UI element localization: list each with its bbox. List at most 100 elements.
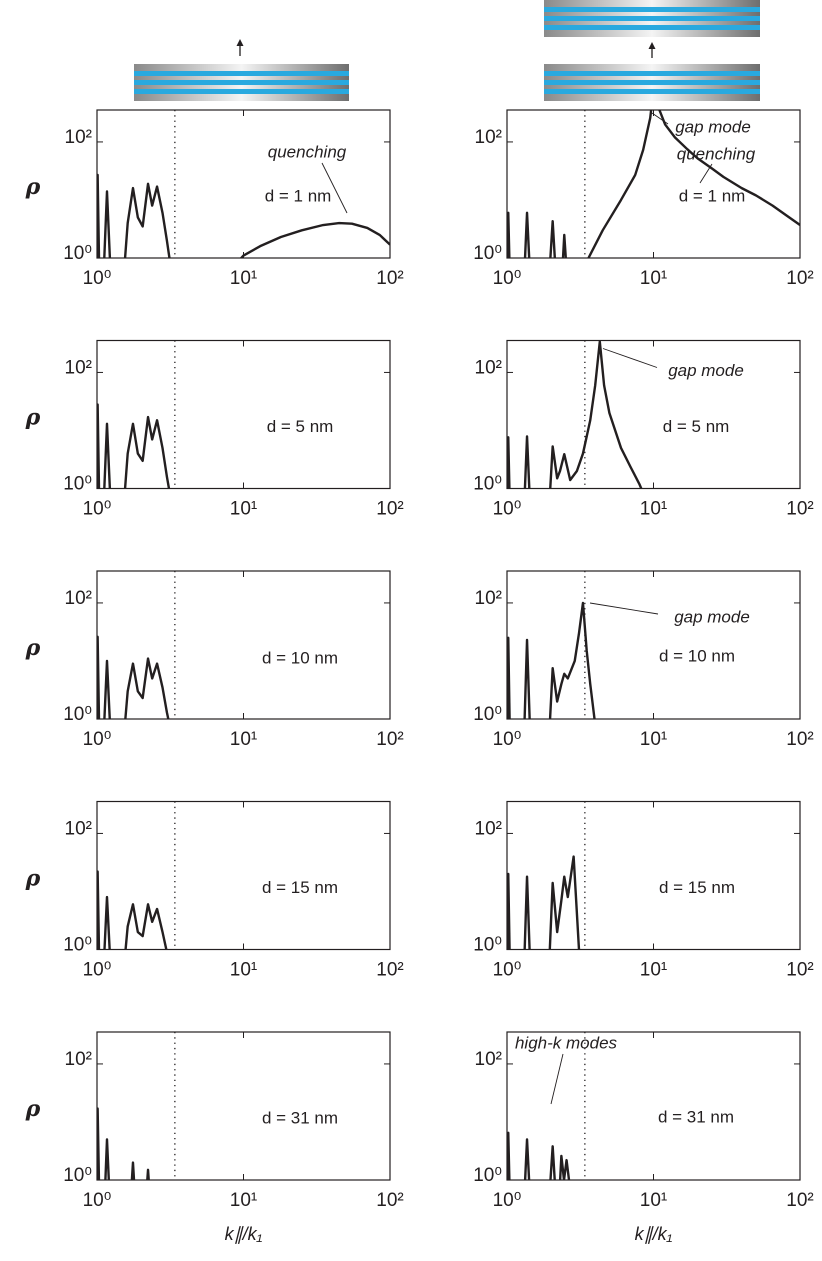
data-line xyxy=(97,635,170,719)
data-line xyxy=(507,340,643,489)
axes-frame xyxy=(96,1031,391,1181)
axes-frame xyxy=(96,570,391,720)
x-tick-label: 10⁰ xyxy=(83,729,112,750)
annotation: d = 5 nm xyxy=(267,417,334,436)
annotation: d = 5 nm xyxy=(663,417,730,436)
axes-frame xyxy=(506,1031,801,1181)
axes-frame xyxy=(96,339,391,490)
x-tick-label: 10² xyxy=(786,960,813,981)
x-tick-label: 10¹ xyxy=(230,499,257,520)
x-tick-label: 10¹ xyxy=(640,1190,667,1211)
y-axis-label: ρ xyxy=(25,405,41,431)
x-tick-label: 10¹ xyxy=(230,729,257,750)
leader-line xyxy=(589,602,659,615)
data-line xyxy=(507,1131,571,1180)
panel: 10⁰ 10¹ 10² 10⁰ 10² ρ d = 10 nm xyxy=(25,570,404,750)
data-line xyxy=(97,403,171,489)
x-tick-label: 10⁰ xyxy=(83,268,112,289)
annotation: d = 1 nm xyxy=(679,186,746,205)
y-tick-label: 10² xyxy=(475,1049,502,1070)
x-tick-label: 10² xyxy=(376,499,403,520)
annotation: d = 10 nm xyxy=(262,648,338,667)
leader-line xyxy=(321,162,348,214)
panel: 10⁰ 10¹ 10² 10⁰ 10² ρ d = 15 nm xyxy=(25,800,404,981)
x-axis-label: k∥/k₁ xyxy=(635,1224,673,1244)
panel: 10⁰ 10¹ 10² 10⁰ 10² gap mode d = 5 nm xyxy=(473,339,814,520)
x-tick-label: 10² xyxy=(376,729,403,750)
panel: 10⁰ 10¹ 10² 10⁰ 10² gap mode quenching d = 1 nm xyxy=(473,109,814,289)
data-line xyxy=(97,173,390,258)
data-line xyxy=(507,601,596,719)
axes-frame xyxy=(506,800,801,951)
y-axis-label: ρ xyxy=(25,635,41,661)
y-tick-label: 10⁰ xyxy=(473,935,502,956)
data-line xyxy=(97,870,168,950)
y-tick-label: 10⁰ xyxy=(473,1165,502,1186)
y-tick-label: 10⁰ xyxy=(63,243,92,264)
x-tick-label: 10¹ xyxy=(640,960,667,981)
schematic-right xyxy=(544,0,760,101)
panel: 10⁰ 10¹ 10² 10⁰ 10² k∥/k₁ high-k modes d = 31 n… xyxy=(473,1031,814,1244)
data-line xyxy=(507,855,581,950)
data-line xyxy=(507,110,800,258)
axes-frame xyxy=(506,109,801,259)
y-tick-label: 10⁰ xyxy=(473,243,502,264)
y-tick-label: 10² xyxy=(65,127,92,148)
leader-line xyxy=(602,348,658,368)
y-tick-label: 10⁰ xyxy=(63,704,92,725)
y-tick-label: 10² xyxy=(65,588,92,609)
x-tick-label: 10⁰ xyxy=(83,1190,112,1211)
x-tick-label: 10² xyxy=(786,268,813,289)
y-tick-label: 10⁰ xyxy=(473,704,502,725)
panel: 10⁰ 10¹ 10² 10⁰ 10² ρ d = 5 nm xyxy=(25,339,404,520)
annotation: d = 15 nm xyxy=(262,878,338,897)
x-tick-label: 10² xyxy=(786,729,813,750)
x-tick-label: 10⁰ xyxy=(493,729,522,750)
x-tick-label: 10² xyxy=(786,499,813,520)
x-tick-label: 10¹ xyxy=(230,960,257,981)
x-tick-label: 10¹ xyxy=(640,499,667,520)
axes-frame xyxy=(96,109,391,259)
y-tick-label: 10² xyxy=(65,1049,92,1070)
y-tick-label: 10² xyxy=(475,818,502,839)
axes-frame xyxy=(96,800,391,951)
y-tick-label: 10² xyxy=(65,818,92,839)
leader-line xyxy=(699,163,713,184)
panel: 10⁰ 10¹ 10² 10⁰ 10² d = 15 nm xyxy=(473,800,814,981)
x-tick-label: 10⁰ xyxy=(83,499,112,520)
x-tick-label: 10¹ xyxy=(230,268,257,289)
x-tick-label: 10² xyxy=(786,1190,813,1211)
x-tick-label: 10⁰ xyxy=(493,268,522,289)
y-axis-label: ρ xyxy=(25,1096,41,1122)
y-tick-label: 10² xyxy=(475,127,502,148)
annotation: gap mode xyxy=(675,117,751,136)
schematic-left xyxy=(134,39,349,101)
y-tick-label: 10⁰ xyxy=(63,474,92,495)
x-tick-label: 10² xyxy=(376,268,403,289)
y-tick-label: 10² xyxy=(475,588,502,609)
annotation: high-k modes xyxy=(515,1033,618,1052)
x-tick-label: 10⁰ xyxy=(493,499,522,520)
x-tick-label: 10² xyxy=(376,960,403,981)
annotation: d = 15 nm xyxy=(659,878,735,897)
x-tick-label: 10¹ xyxy=(640,268,667,289)
annotation: gap mode xyxy=(674,607,750,626)
y-tick-label: 10² xyxy=(65,357,92,378)
y-tick-label: 10⁰ xyxy=(63,935,92,956)
annotation: d = 31 nm xyxy=(262,1108,338,1127)
y-axis-label: ρ xyxy=(25,866,41,892)
y-tick-label: 10⁰ xyxy=(473,474,502,495)
y-tick-label: 10² xyxy=(475,357,502,378)
annotation: d = 1 nm xyxy=(265,186,332,205)
y-axis-label: ρ xyxy=(25,174,41,200)
x-tick-label: 10⁰ xyxy=(493,960,522,981)
annotation: d = 10 nm xyxy=(659,646,735,665)
annotation: d = 31 nm xyxy=(658,1107,734,1126)
x-tick-label: 10⁰ xyxy=(493,1190,522,1211)
leader-line xyxy=(550,1053,564,1105)
annotation: quenching xyxy=(268,142,347,161)
axes-frame xyxy=(506,570,801,720)
x-tick-label: 10² xyxy=(376,1190,403,1211)
panel: 10⁰ 10¹ 10² 10⁰ 10² gap mode d = 10 nm xyxy=(473,570,814,750)
x-axis-label: k∥/k₁ xyxy=(225,1224,263,1244)
